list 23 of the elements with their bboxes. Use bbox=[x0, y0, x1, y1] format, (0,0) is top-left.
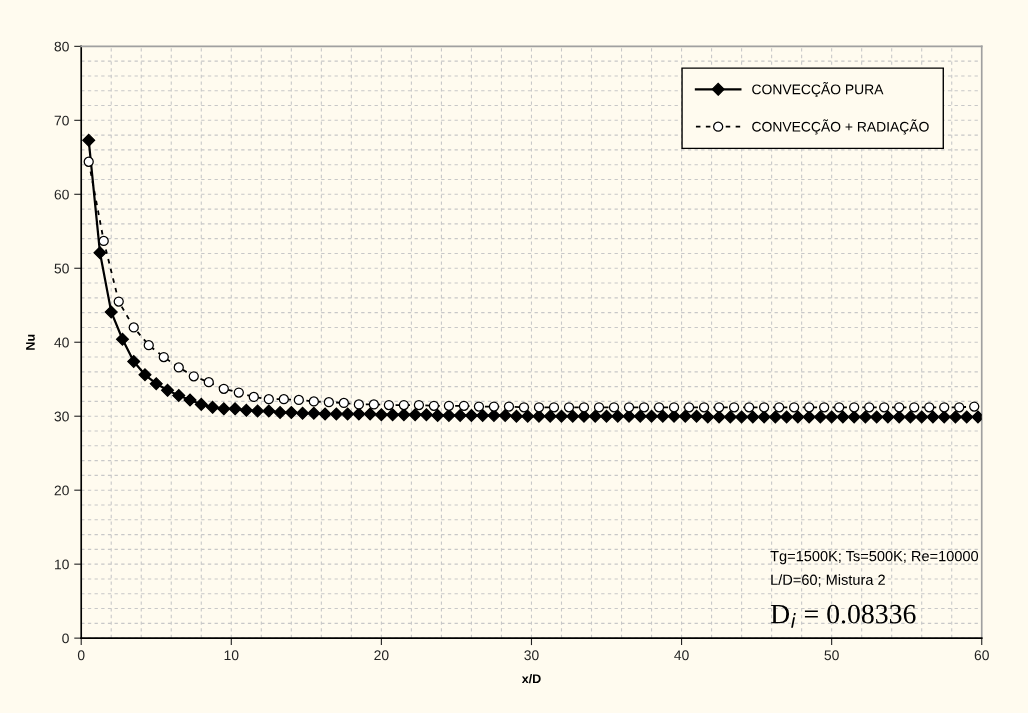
annotation: L/D=60; Mistura 2 bbox=[771, 574, 885, 587]
y-tick-label: 20 bbox=[54, 485, 69, 496]
x-tick-label: 10 bbox=[224, 650, 239, 661]
x-tick-label: 0 bbox=[77, 650, 85, 661]
y-tick-label: 30 bbox=[54, 411, 69, 422]
y-tick-label: 70 bbox=[54, 115, 69, 126]
x-axis-title: x/D bbox=[521, 674, 541, 684]
y-tick-label: 0 bbox=[62, 633, 69, 644]
x-tick-label: 30 bbox=[524, 650, 539, 661]
y-axis-title: Nu bbox=[26, 334, 35, 350]
annotation: Tg=1500K; Ts=500K; Re=10000 bbox=[770, 550, 979, 565]
x-tick-label: 60 bbox=[974, 650, 989, 661]
x-tick-label: 40 bbox=[674, 650, 689, 661]
annotation: D$_{i}$ = 0.08336 bbox=[770, 604, 916, 628]
x-tick-label: 50 bbox=[824, 650, 839, 661]
legend-label: CONVECÇÃO + RADIAÇÃO bbox=[752, 119, 929, 135]
y-tick-label: 60 bbox=[54, 189, 69, 200]
y-tick-label: 80 bbox=[54, 41, 69, 52]
legend-label: CONVECÇÃO PURA bbox=[752, 81, 884, 98]
x-tick-label: 20 bbox=[374, 650, 389, 661]
y-tick-label: 50 bbox=[54, 263, 69, 274]
y-tick-label: 40 bbox=[54, 337, 69, 348]
y-tick-label: 10 bbox=[55, 559, 69, 570]
